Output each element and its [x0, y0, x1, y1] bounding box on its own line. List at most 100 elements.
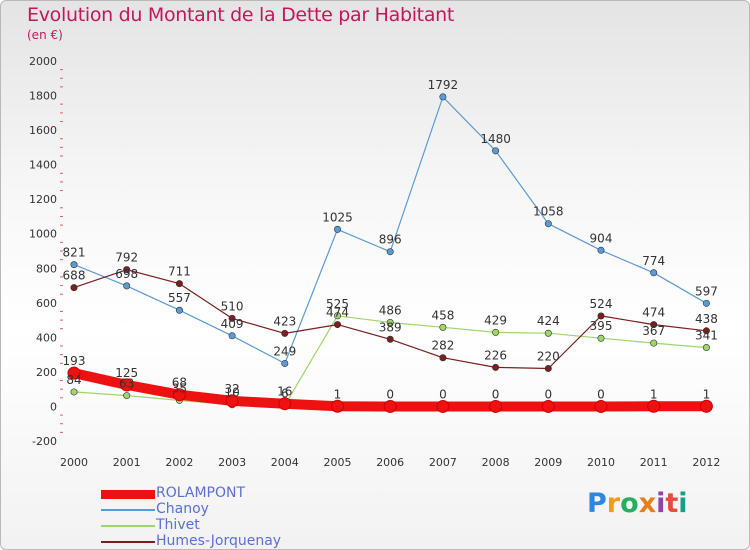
data-label-humes-jorquenay: 792: [115, 251, 138, 265]
data-point-thivet: [702, 344, 710, 352]
x-tick-label: 2005: [324, 456, 352, 469]
data-label-chanoy: 774: [642, 254, 665, 268]
x-tick-label: 2006: [376, 456, 404, 469]
data-label-chanoy: 557: [168, 291, 191, 305]
x-tick-label: 2001: [113, 456, 141, 469]
data-point-chanoy: [70, 261, 78, 269]
y-tick-label: 1600: [29, 124, 57, 137]
legend-label: Chanoy: [156, 501, 209, 517]
legend-item-thivet: Thivet: [101, 517, 321, 534]
logo-letter: t: [665, 488, 679, 519]
data-point-rolampont: [647, 399, 661, 413]
data-point-rolampont: [594, 399, 608, 413]
y-tick-label: 1400: [29, 159, 57, 172]
data-point-chanoy: [228, 332, 236, 340]
data-label-rolampont: 1: [703, 387, 711, 401]
data-label-thivet: 429: [484, 313, 507, 327]
data-label-thivet: 6: [281, 386, 289, 400]
data-label-rolampont: 0: [439, 387, 447, 401]
y-tick-label: 0: [50, 400, 57, 413]
data-point-humes-jorquenay: [123, 266, 131, 274]
data-label-chanoy: 597: [695, 284, 718, 298]
legend-swatch: [101, 509, 155, 511]
data-point-chanoy: [702, 299, 710, 307]
data-point-thivet: [650, 339, 658, 347]
data-label-chanoy: 249: [273, 344, 296, 358]
data-point-thivet: [333, 312, 341, 320]
proxiti-logo: Proxiti: [587, 488, 688, 519]
logo-letter: r: [606, 488, 621, 519]
legend-swatch: [101, 541, 155, 543]
data-label-humes-jorquenay: 220: [537, 349, 560, 363]
x-tick-label: 2012: [692, 456, 720, 469]
data-label-humes-jorquenay: 226: [484, 348, 507, 362]
data-label-humes-jorquenay: 510: [221, 299, 244, 313]
logo-letter: x: [638, 488, 657, 519]
data-label-thivet: 424: [537, 314, 560, 328]
data-point-humes-jorquenay: [702, 327, 710, 335]
data-label-thivet: 84: [66, 373, 81, 387]
data-point-rolampont: [383, 399, 397, 413]
data-label-rolampont: 0: [597, 387, 605, 401]
data-label-thivet: 458: [431, 308, 454, 322]
y-tick-label: 800: [36, 262, 57, 275]
data-point-humes-jorquenay: [544, 364, 552, 372]
data-point-rolampont: [699, 399, 713, 413]
data-label-rolampont: 125: [115, 366, 138, 380]
data-point-chanoy: [650, 269, 658, 277]
data-label-thivet: 486: [379, 304, 402, 318]
y-tick-label: 1800: [29, 90, 57, 103]
data-point-rolampont: [331, 399, 344, 413]
data-point-humes-jorquenay: [70, 284, 78, 292]
data-point-rolampont: [278, 397, 292, 411]
data-point-humes-jorquenay: [597, 312, 605, 320]
legend-swatch: [101, 490, 155, 499]
x-tick-label: 2011: [640, 456, 668, 469]
y-tick-label: 2000: [29, 55, 57, 68]
data-label-rolampont: 0: [386, 387, 394, 401]
x-tick-label: 2008: [482, 456, 510, 469]
x-tick-label: 2000: [60, 456, 88, 469]
legend-label: Thivet: [156, 517, 200, 533]
legend: ROLAMPONT Chanoy Thivet Humes-Jorquenay: [101, 485, 321, 549]
data-point-thivet: [544, 329, 552, 337]
data-point-thivet: [70, 388, 78, 396]
data-label-thivet: 10: [224, 386, 239, 400]
data-point-humes-jorquenay: [281, 329, 289, 337]
legend-label: ROLAMPONT: [156, 485, 246, 501]
data-label-chanoy: 1480: [480, 132, 511, 146]
data-point-chanoy: [492, 147, 500, 155]
legend-item-humes-jorquenay: Humes-Jorquenay: [101, 533, 321, 549]
data-label-chanoy: 1025: [322, 210, 353, 224]
legend-item-chanoy: Chanoy: [101, 501, 321, 518]
data-label-humes-jorquenay: 389: [379, 320, 402, 334]
data-label-humes-jorquenay: 524: [590, 297, 613, 311]
data-label-chanoy: 698: [115, 267, 138, 281]
data-label-thivet: 341: [695, 329, 718, 343]
chart-unit: (en €): [27, 28, 63, 42]
data-point-humes-jorquenay: [650, 321, 658, 329]
data-point-thivet: [492, 328, 500, 336]
data-point-humes-jorquenay: [175, 280, 183, 288]
x-tick-label: 2002: [165, 456, 193, 469]
data-label-humes-jorquenay: 423: [273, 314, 296, 328]
data-label-humes-jorquenay: 438: [695, 312, 718, 326]
data-point-chanoy: [175, 306, 183, 314]
data-label-chanoy: 1792: [428, 78, 459, 92]
data-label-rolampont: 68: [172, 376, 187, 390]
data-label-rolampont: 1: [334, 387, 342, 401]
data-point-chanoy: [333, 225, 341, 233]
y-tick-label: 1000: [29, 228, 57, 241]
logo-letter: i: [656, 488, 666, 519]
data-point-thivet: [386, 319, 394, 327]
x-tick-label: 2003: [218, 456, 246, 469]
legend-item-rolampont: ROLAMPONT: [101, 485, 321, 502]
logo-letter: o: [620, 488, 639, 519]
chart-title: Evolution du Montant de la Dette par Hab…: [27, 4, 455, 26]
data-point-chanoy: [597, 246, 605, 254]
y-tick-label: 400: [36, 331, 57, 344]
data-label-thivet: 367: [642, 324, 665, 338]
data-label-humes-jorquenay: 711: [168, 265, 191, 279]
